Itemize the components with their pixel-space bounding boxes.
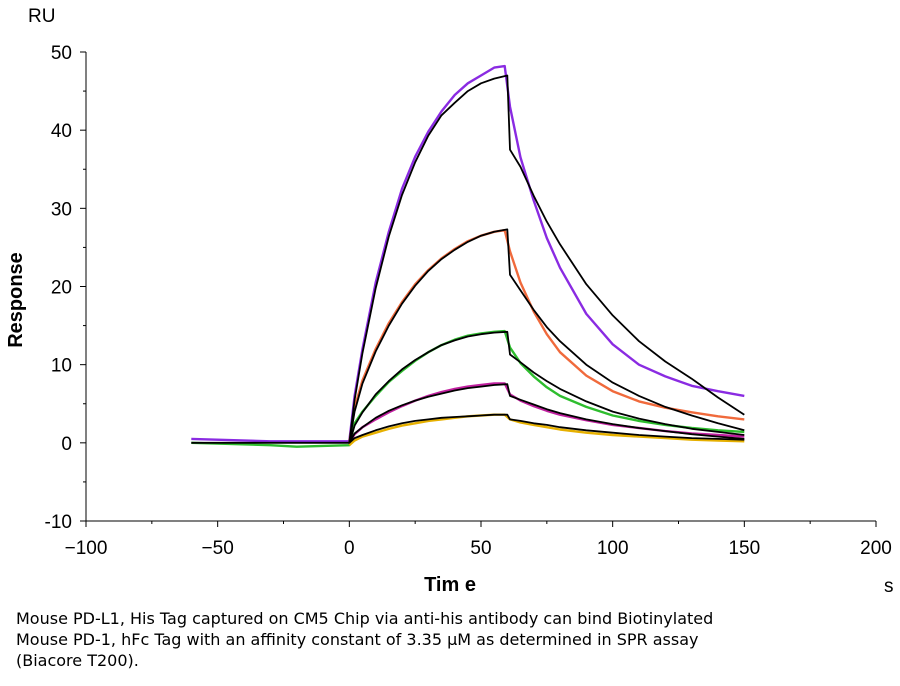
caption-line-1: Mouse PD-L1, His Tag captured on CM5 Chi… [16,609,714,628]
series-measured-line-8 [348,413,745,447]
x-tick-label: 200 [860,538,892,559]
spr-sensorgram-chart: -10 0 10 20 30 40 50 −100 −50 0 50 100 150 200 RU s T… [5,6,894,597]
y-tick-label: 0 [61,434,72,455]
caption-line-3: (Biacore T200). [16,651,139,670]
y-tick-label: 30 [51,199,72,220]
y-tick-label: -10 [45,512,72,533]
axes: -10 0 10 20 30 40 50 −100 −50 0 50 100 150 200 [45,43,892,559]
series-measured-line-0 [191,64,745,443]
x-tick-label: 150 [728,538,760,559]
series-fit-line-3 [348,228,745,443]
series-fit-line-7 [348,383,745,444]
y-axis-title: Response [5,252,27,348]
x-tick-label: 50 [470,538,491,559]
x-tick-label: −100 [65,538,108,559]
series-fit-line-1 [191,74,745,444]
y-tick-label: 10 [51,356,72,377]
series-fit-line-5 [348,330,745,444]
x-tick-label: 0 [344,538,355,559]
plot-lines [191,64,745,448]
series-fit-line-9 [348,413,745,444]
x-tick-label: 100 [597,538,629,559]
y-axis-unit: RU [28,6,55,27]
figure-caption: Mouse PD-L1, His Tag captured on CM5 Chi… [16,608,876,671]
caption-line-2: Mouse PD-1, hFc Tag with an affinity con… [16,630,699,649]
y-tick-label: 40 [51,121,72,142]
y-tick-label: 20 [51,278,72,299]
x-tick-label: −50 [202,538,234,559]
x-axis-title: Tim e [424,574,476,596]
x-axis-unit: s [884,576,894,597]
y-tick-label: 50 [51,43,72,64]
